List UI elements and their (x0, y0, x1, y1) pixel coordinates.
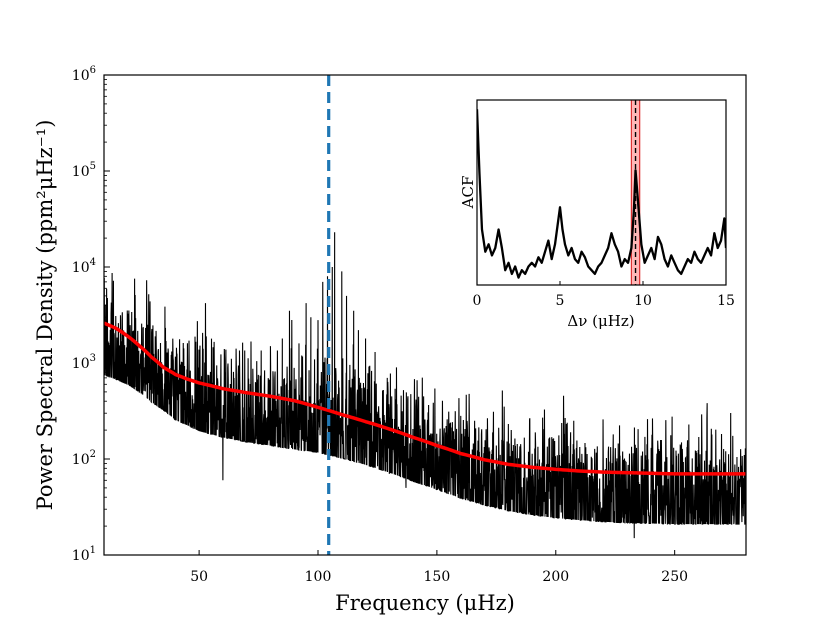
inset-x-axis-label: Δν (μHz) (567, 312, 634, 330)
x-tick-label: 200 (542, 569, 569, 585)
acf-line (477, 109, 726, 279)
y-tick-label: 104 (72, 257, 96, 276)
x-tick-label: 100 (305, 569, 332, 585)
inset-plot-area (477, 100, 726, 285)
inset-y-axis-label: ACF (459, 176, 477, 210)
inset-x-tick-label: 5 (556, 293, 565, 309)
inset-axes-frame (476, 99, 727, 286)
background-fit-line (104, 321, 746, 476)
inset-ticks: 0 5 10 15 (473, 281, 735, 309)
inset-x-tick-label: 15 (717, 293, 735, 309)
main-axes-frame (103, 74, 747, 556)
x-axis-label: Frequency (μHz) (335, 591, 515, 615)
y-axis-label: Power Spectral Density (ppm²μHz⁻¹) (33, 120, 57, 511)
y-tick-label: 103 (72, 353, 96, 372)
y-tick-label: 102 (72, 449, 96, 468)
x-tick-label: 150 (424, 569, 451, 585)
inset-x-tick-label: 0 (473, 293, 482, 309)
y-tick-label: 105 (72, 161, 96, 180)
y-tick-label: 101 (72, 545, 96, 564)
x-tick-label: 50 (190, 569, 208, 585)
main-plot-area (104, 75, 746, 555)
inset-panel: 0 5 10 15 Δν (μHz) ACF (459, 99, 735, 330)
x-tick-label: 250 (661, 569, 688, 585)
inset-x-tick-label: 10 (634, 293, 652, 309)
y-tick-label: 106 (72, 65, 96, 84)
inset-background (477, 100, 726, 285)
